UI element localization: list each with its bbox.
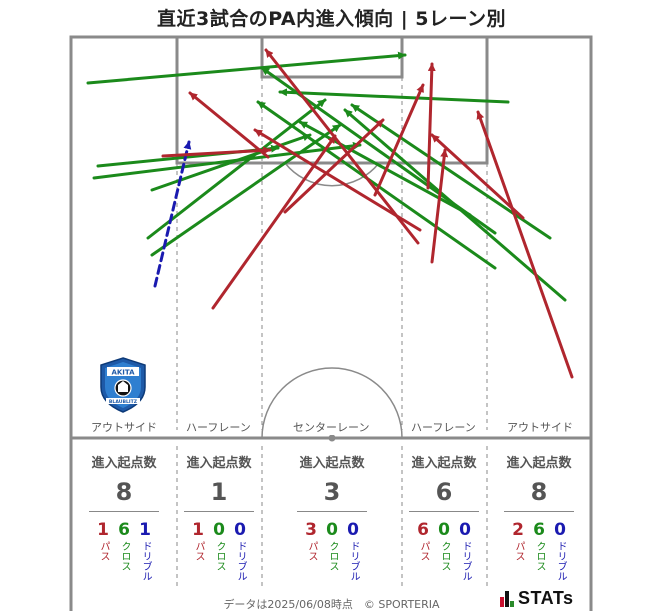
svg-text:BLAUBLITZ: BLAUBLITZ [109, 399, 138, 405]
cross-arrow [86, 51, 407, 85]
pass-label: パス [193, 541, 204, 561]
entry-total: 6 [435, 478, 453, 506]
pass-arrow [430, 148, 449, 264]
entry-arrows [86, 48, 574, 379]
pass-arrow [373, 83, 425, 197]
dribble-count: 1 [139, 520, 151, 540]
entry-breakdown: 3 パス 0 クロス 0 ドリブル [282, 520, 382, 581]
divider [297, 511, 367, 512]
stat-header: 進入起点数 [186, 456, 252, 471]
cross-count: 0 [326, 520, 338, 540]
blaublitz-akita-crest-icon: AKITA BLAUBLITZ [100, 357, 146, 413]
cross-arrow [92, 141, 362, 180]
dribble-count: 0 [234, 520, 246, 540]
lane-stats-center: 進入起点数 3 3 パス 0 クロス 0 ドリブル [282, 452, 382, 581]
cross-arrow [150, 123, 342, 257]
dribble-count: 0 [554, 520, 566, 540]
cross-count: 0 [213, 520, 225, 540]
page-title: 直近3試合のPA内進入傾向 | 5レーン別 [156, 8, 507, 30]
stat-header: 進入起点数 [299, 456, 365, 471]
pass-arrow [476, 110, 574, 379]
dribble-label: ドリブル [140, 541, 151, 581]
entry-breakdown: 2 パス 6 クロス 0 ドリブル [490, 520, 588, 581]
divider [89, 511, 159, 512]
pass-arrow [161, 146, 272, 158]
lane-label-outside-right: アウトサイド [505, 421, 575, 435]
center-spot [328, 434, 336, 442]
pass-count: 3 [305, 520, 317, 540]
cross-arrow [343, 108, 567, 302]
pass-arrow [188, 91, 270, 159]
pass-arrow [283, 118, 385, 214]
stat-header: 進入起点数 [506, 456, 572, 471]
j-stats-logo-icon [500, 590, 514, 607]
lane-stats-outside-left: 進入起点数 8 1 パス 6 クロス 1 ドリブル [74, 452, 174, 581]
cross-label: クロス [119, 541, 130, 571]
divider [504, 511, 574, 512]
lane-label-outside-left: アウトサイド [89, 421, 159, 435]
entry-total: 3 [323, 478, 341, 506]
stat-header: 進入起点数 [411, 456, 477, 471]
cross-arrow [278, 88, 510, 104]
dribble-count: 0 [347, 520, 359, 540]
pass-arrow [426, 62, 436, 190]
dribble-label: ドリブル [460, 541, 471, 581]
lane-stats-halfspace-left: 進入起点数 1 1 パス 0 クロス 0 ドリブル [178, 452, 260, 581]
penalty-arc [284, 162, 380, 187]
lane-stats-halfspace-right: 進入起点数 6 6 パス 0 クロス 0 ドリブル [403, 452, 485, 581]
cross-arrow [146, 98, 327, 240]
pass-label: パス [513, 541, 524, 561]
lane-label-center: センターレーン [291, 421, 372, 435]
entry-total: 8 [115, 478, 133, 506]
pass-count: 6 [417, 520, 429, 540]
cross-label: クロス [327, 541, 338, 571]
footer-credit: データは2025/06/08時点 © SPORTERIA [223, 598, 440, 611]
svg-text:AKITA: AKITA [111, 369, 135, 377]
cross-label: クロス [534, 541, 545, 571]
entry-breakdown: 1 パス 6 クロス 1 ドリブル [74, 520, 174, 581]
divider [184, 511, 254, 512]
dribble-label: ドリブル [555, 541, 566, 581]
entry-breakdown: 1 パス 0 クロス 0 ドリブル [178, 520, 260, 581]
pass-count: 2 [512, 520, 524, 540]
pass-arrow [264, 48, 420, 245]
center-circle [261, 367, 403, 439]
entry-total: 1 [210, 478, 228, 506]
lane-stats-outside-right: 進入起点数 8 2 パス 6 クロス 0 ドリブル [490, 452, 588, 581]
cross-arrow [256, 100, 497, 270]
pass-arrow [253, 128, 422, 232]
entry-total: 8 [530, 478, 548, 506]
dribble-label: ドリブル [235, 541, 246, 581]
cross-label: クロス [439, 541, 450, 571]
divider [409, 511, 479, 512]
stats-brand-logo: STATs [500, 588, 574, 609]
cross-count: 0 [438, 520, 450, 540]
cross-count: 6 [118, 520, 130, 540]
dribble-arrow [153, 140, 192, 288]
club-logo: AKITA BLAUBLITZ [99, 357, 147, 417]
cross-label: クロス [214, 541, 225, 571]
cross-arrow [350, 103, 552, 240]
pass-label: パス [418, 541, 429, 561]
lane-label-halfspace-right: ハーフレーン [409, 421, 478, 435]
pass-count: 1 [97, 520, 109, 540]
dribble-label: ドリブル [348, 541, 359, 581]
dribble-count: 0 [459, 520, 471, 540]
entry-breakdown: 6 パス 0 クロス 0 ドリブル [403, 520, 485, 581]
cross-count: 6 [533, 520, 545, 540]
stat-header: 進入起点数 [91, 456, 157, 471]
lane-label-halfspace-left: ハーフレーン [184, 421, 253, 435]
stats-brand-text: STATs [518, 588, 574, 608]
pass-count: 1 [192, 520, 204, 540]
pass-arrow [430, 133, 525, 220]
pass-label: パス [306, 541, 317, 561]
pass-label: パス [98, 541, 109, 561]
